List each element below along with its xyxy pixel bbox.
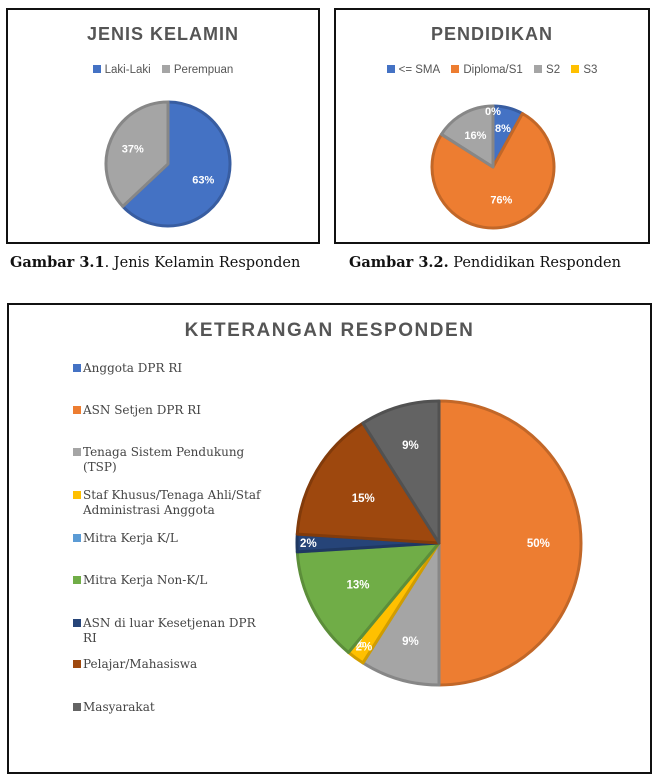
legend-item: Pelajar/Mahasiswa — [73, 657, 273, 672]
pie-data-label: 9% — [402, 440, 419, 452]
pie-slice — [361, 399, 441, 545]
gender-pie-chart: 63% 37% — [104, 100, 232, 228]
pie-slice — [104, 100, 170, 208]
pie-data-label: 16% — [464, 130, 486, 142]
education-chart-title: PENDIDIKAN — [430, 24, 553, 44]
pie-slice — [437, 399, 583, 687]
legend-label: Diploma/S1 — [463, 64, 523, 76]
legend-item: ASN di luar Kesetjenan DPR RI — [73, 616, 273, 646]
pie-data-label: 8% — [495, 123, 511, 135]
legend-item: Mitra Kerja K/L — [73, 531, 273, 546]
legend-label: Masyarakat — [83, 700, 155, 714]
pie-data-label: 2% — [356, 641, 373, 653]
legend-item: S3 — [571, 64, 597, 76]
education-pie-chart: 8% 76% 16% 0% — [430, 104, 556, 230]
legend-label: S2 — [546, 64, 561, 76]
legend-swatch — [73, 660, 81, 668]
legend-swatch — [73, 619, 81, 627]
legend-item: ASN Setjen DPR RI — [73, 403, 273, 418]
pie-slice — [121, 100, 232, 228]
caption-text: . Jenis Kelamin Responden — [104, 255, 301, 271]
pie-data-label: 2% — [300, 538, 317, 550]
legend-item: Diploma/S1 — [451, 64, 523, 76]
caption-number: Gambar 3.2. — [349, 254, 449, 271]
legend-item: Tenaga Sistem Pendukung (TSP) — [73, 445, 273, 475]
caption-text: Pendidikan Responden — [448, 255, 621, 271]
legend-label: Anggota DPR RI — [83, 361, 183, 375]
legend-swatch — [73, 406, 81, 414]
education-chart-legend: <= SMA Diploma/S1 S2 S3 — [336, 64, 648, 76]
caption-number: Gambar 3.1 — [10, 254, 105, 271]
pie-data-label: 37% — [122, 144, 144, 156]
pie-slice — [430, 112, 556, 230]
gender-chart-legend: Laki-Laki Perempuan — [8, 64, 318, 76]
legend-item: Laki-Laki — [92, 64, 151, 76]
respondent-chart-panel: KETERANGAN RESPONDEN Anggota DPR RI ASN … — [7, 303, 652, 774]
pie-data-label: 9% — [402, 636, 419, 648]
legend-label: Mitra Kerja K/L — [83, 531, 178, 545]
legend-swatch — [571, 65, 580, 73]
legend-swatch — [161, 65, 170, 73]
legend-swatch — [386, 65, 395, 73]
gender-chart-title: JENIS KELAMIN — [86, 24, 240, 44]
legend-label: Pelajar/Mahasiswa — [83, 657, 198, 671]
legend-swatch — [534, 65, 543, 73]
pie-slice — [361, 541, 441, 687]
legend-swatch — [73, 703, 81, 711]
legend-label: <= SMA — [398, 64, 441, 76]
gender-chart-panel: JENIS KELAMIN Laki-Laki Perempuan 63% 37% — [6, 8, 320, 244]
legend-swatch — [73, 534, 81, 542]
legend-item: Masyarakat — [73, 700, 273, 715]
legend-swatch — [73, 491, 81, 499]
legend-label: Perempuan — [173, 64, 234, 76]
legend-swatch — [73, 364, 81, 372]
legend-label: Mitra Kerja Non-K/L — [83, 573, 208, 587]
pie-data-label: 50% — [527, 538, 550, 550]
legend-item: <= SMA — [386, 64, 441, 76]
pie-data-label: 63% — [192, 174, 214, 186]
legend-swatch — [451, 65, 460, 73]
legend-swatch — [73, 448, 81, 456]
legend-item: Mitra Kerja Non-K/L — [73, 573, 273, 588]
legend-label: ASN di luar Kesetjenan DPR RI — [83, 616, 256, 645]
legend-swatch — [73, 576, 81, 584]
figure-caption-3-1: Gambar 3.1. Jenis Kelamin Responden — [10, 254, 300, 271]
education-chart-panel: PENDIDIKAN <= SMA Diploma/S1 S2 S3 8% 76%… — [334, 8, 650, 244]
legend-item: Anggota DPR RI — [73, 361, 273, 376]
pie-data-label: 0% — [485, 106, 501, 118]
figure-caption-3-2: Gambar 3.2. Pendidikan Responden — [349, 254, 621, 271]
legend-swatch — [92, 65, 101, 73]
respondent-pie-chart: 0%50%9%2%0%13%2%15%9% — [295, 399, 583, 687]
legend-item: Perempuan — [161, 64, 234, 76]
legend-item: Staf Khusus/Tenaga Ahli/Staf Administras… — [73, 488, 273, 518]
pie-data-label: 15% — [352, 493, 375, 505]
legend-label: S3 — [583, 64, 598, 76]
pie-data-label: 76% — [490, 195, 512, 207]
pie-data-label: 13% — [347, 579, 370, 591]
legend-label: Laki-Laki — [104, 64, 151, 76]
legend-label: ASN Setjen DPR RI — [83, 403, 202, 417]
legend-label: Staf Khusus/Tenaga Ahli/Staf Administras… — [83, 488, 261, 517]
pie-slice — [295, 541, 441, 654]
legend-label: Tenaga Sistem Pendukung (TSP) — [83, 445, 245, 474]
pie-slice — [440, 104, 495, 169]
respondent-chart-title: KETERANGAN RESPONDEN — [184, 320, 475, 341]
legend-item: S2 — [534, 64, 560, 76]
pie-slice — [295, 421, 441, 545]
